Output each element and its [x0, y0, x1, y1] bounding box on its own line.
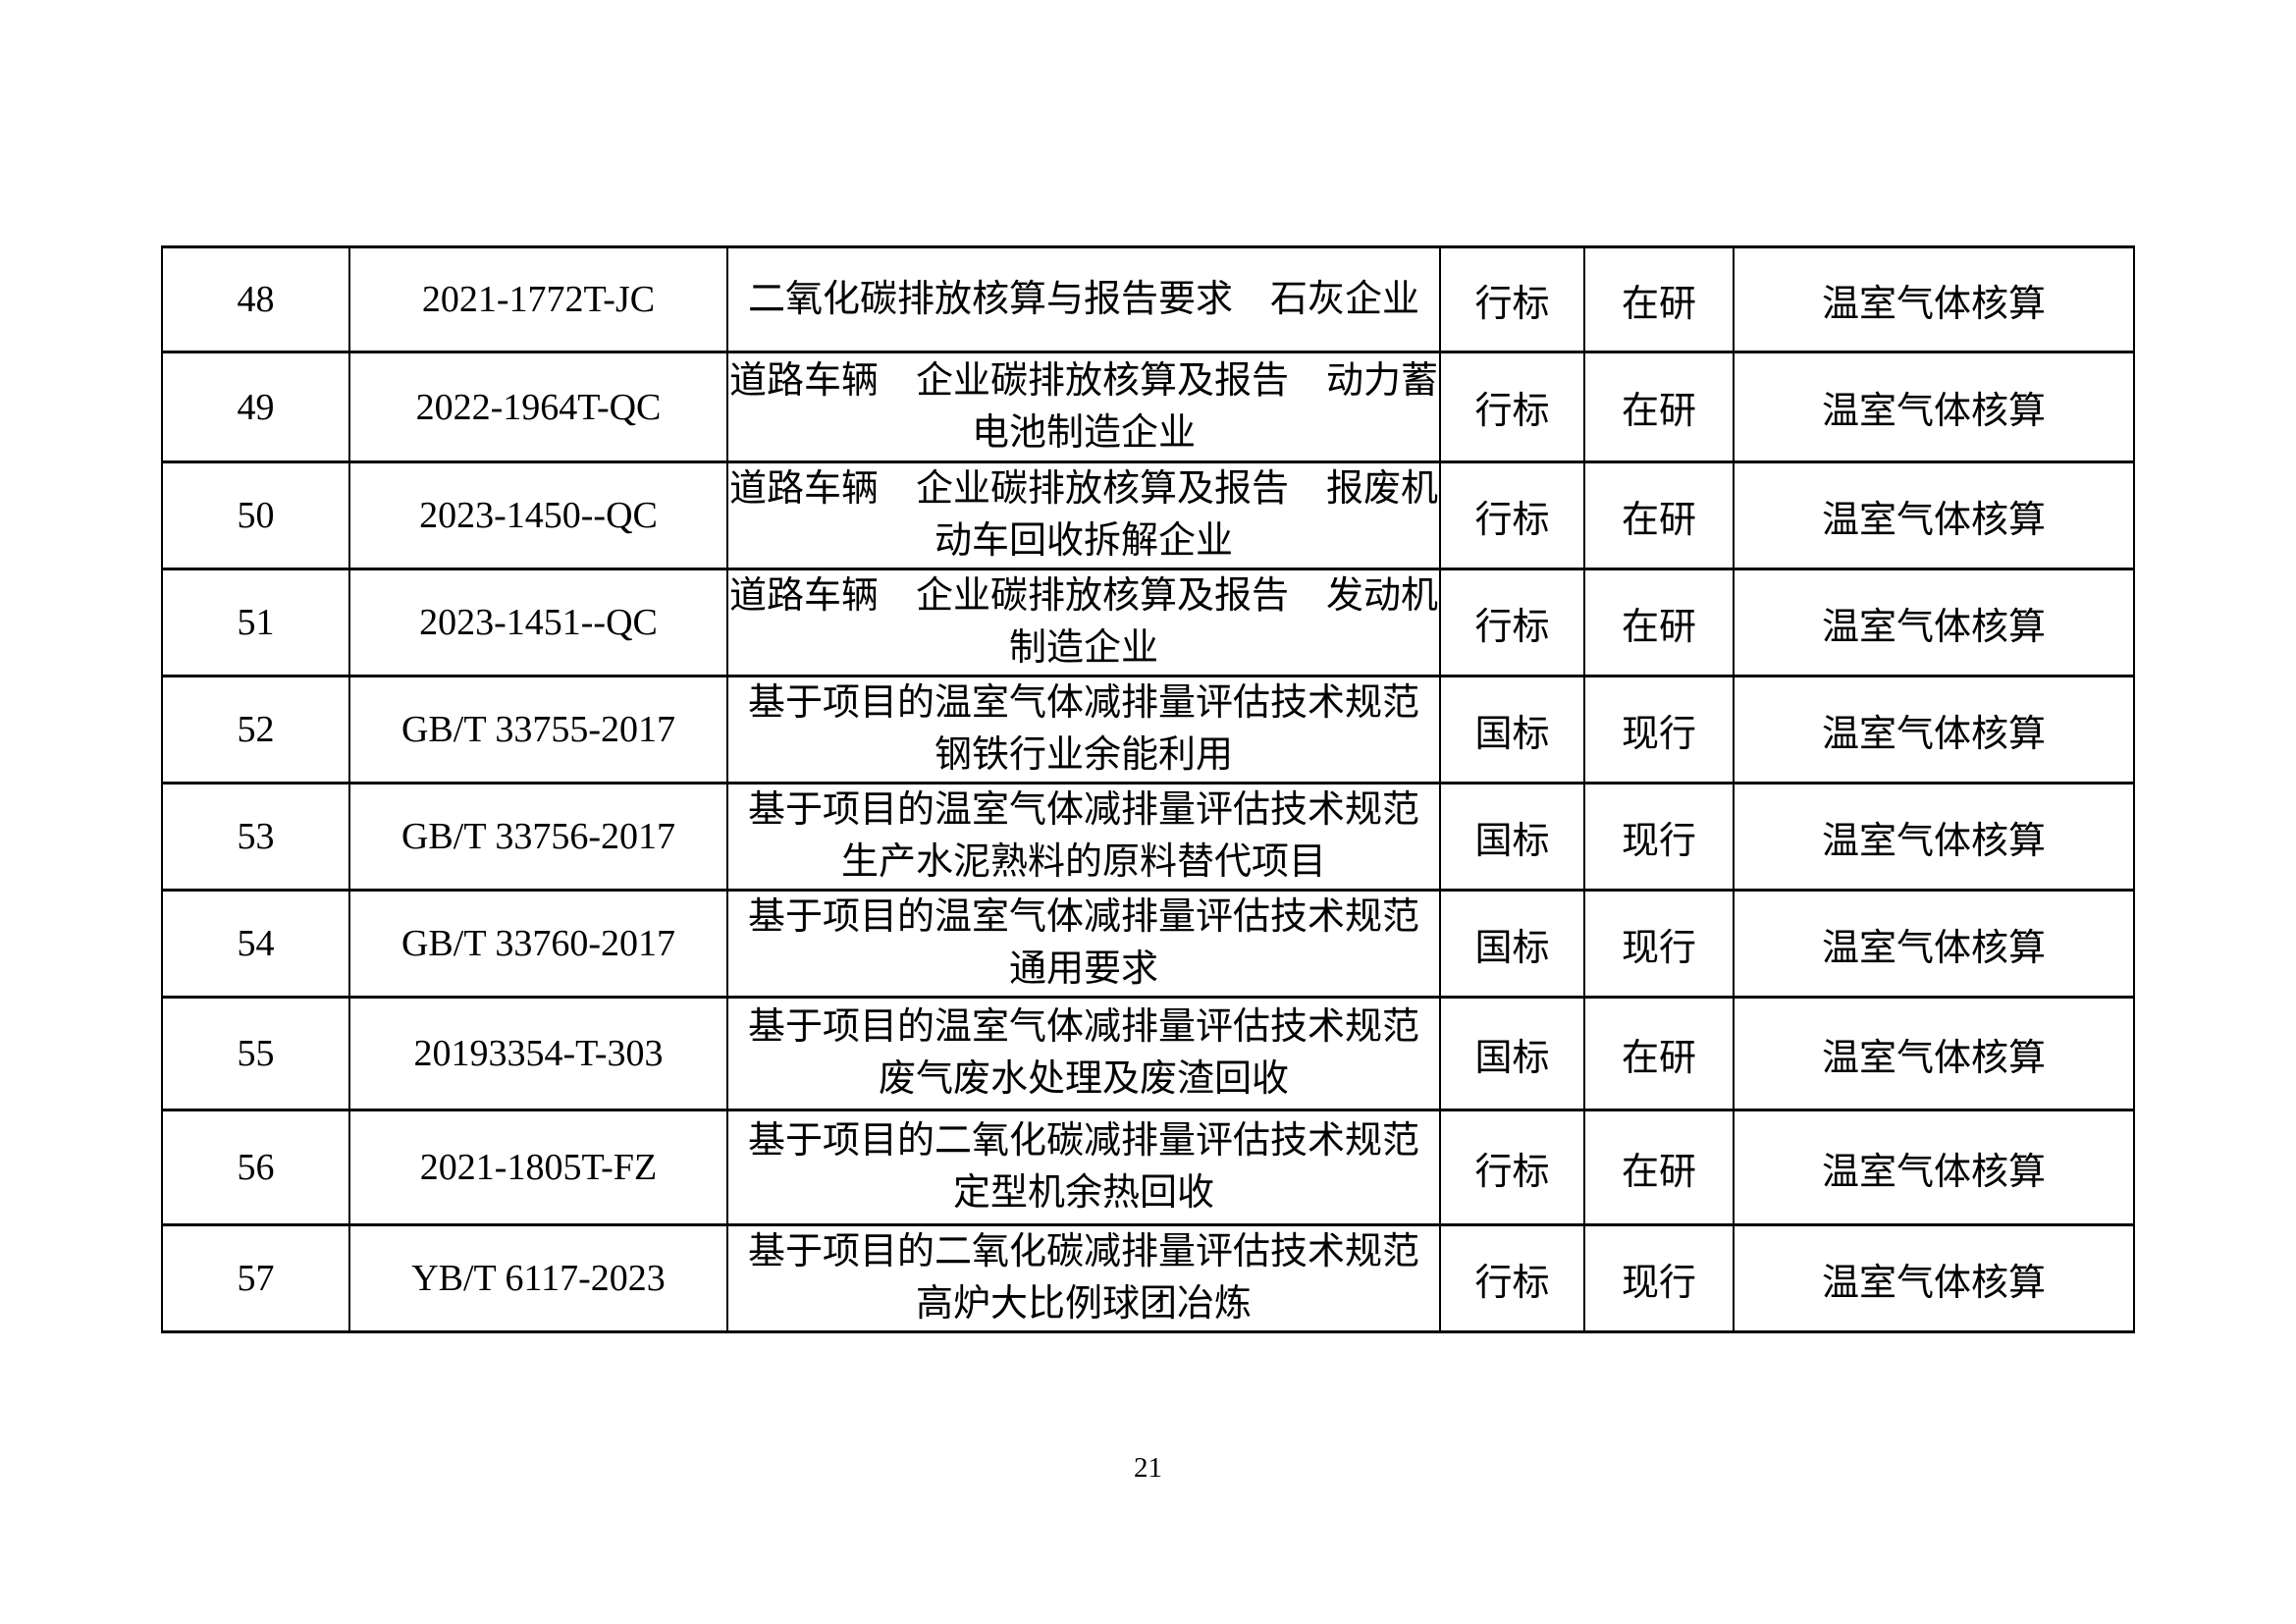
table-row: 49 2022-1964T-QC 道路车辆 企业碳排放核算及报告 动力蓄 电池制…: [161, 351, 2135, 463]
standard-type-cell: 国标: [1439, 782, 1585, 892]
page-number: 21: [1134, 1452, 1162, 1484]
status-cell: 在研: [1583, 568, 1735, 677]
row-number-cell: 53: [161, 782, 350, 892]
row-number-cell: 52: [161, 675, 350, 785]
standard-name-cell: 基于项目的温室气体减排量评估技术规范 生产水泥熟料的原料替代项目: [726, 782, 1441, 892]
row-number-cell: 54: [161, 889, 350, 999]
standard-name-line: 废气废水处理及废渣回收: [878, 1058, 1289, 1100]
row-number-cell: 56: [161, 1109, 350, 1226]
standard-name-line: 通用要求: [1008, 948, 1158, 990]
status-cell: 现行: [1583, 889, 1735, 999]
standard-type-cell: 行标: [1439, 245, 1585, 353]
standard-name-cell: 基于项目的温室气体减排量评估技术规范 钢铁行业余能利用: [726, 675, 1441, 785]
standard-name-line: 道路车辆 企业碳排放核算及报告 动力蓄: [728, 359, 1438, 402]
table-row: 51 2023-1451--QC 道路车辆 企业碳排放核算及报告 发动机 制造企…: [161, 568, 2135, 677]
standard-type-cell: 行标: [1439, 1109, 1585, 1226]
standard-name-line: 高炉大比例球团冶炼: [915, 1283, 1252, 1325]
standard-name-cell: 道路车辆 企业碳排放核算及报告 发动机 制造企业: [726, 568, 1441, 677]
category-cell: 温室气体核算: [1733, 996, 2135, 1111]
standard-name-line: 基于项目的二氧化碳减排量评估技术规范: [747, 1231, 1419, 1272]
status-cell: 在研: [1583, 351, 1735, 463]
row-number-cell: 50: [161, 460, 350, 570]
standard-code-cell: 2021-1805T-FZ: [348, 1109, 728, 1226]
standard-code-cell: 2023-1450--QC: [348, 460, 728, 570]
row-number-cell: 49: [161, 351, 350, 463]
standard-code-cell: 2022-1964T-QC: [348, 351, 728, 463]
category-cell: 温室气体核算: [1733, 351, 2135, 463]
category-cell: 温室气体核算: [1733, 889, 2135, 999]
category-cell: 温室气体核算: [1733, 1109, 2135, 1226]
status-cell: 在研: [1583, 1109, 1735, 1226]
standard-name-line: 动车回收拆解企业: [934, 520, 1233, 562]
standard-type-cell: 国标: [1439, 996, 1585, 1111]
status-cell: 现行: [1583, 782, 1735, 892]
standard-name-line: 道路车辆 企业碳排放核算及报告 发动机: [728, 575, 1438, 617]
standard-name-line: 钢铁行业余能利用: [934, 734, 1233, 776]
row-number-cell: 55: [161, 996, 350, 1111]
standard-name-line: 制造企业: [1008, 627, 1158, 669]
category-cell: 温室气体核算: [1733, 675, 2135, 785]
standard-code-cell: 2021-1772T-JC: [348, 245, 728, 353]
standard-code-cell: GB/T 33755-2017: [348, 675, 728, 785]
category-cell: 温室气体核算: [1733, 460, 2135, 570]
standard-name-cell: 基于项目的二氧化碳减排量评估技术规范 高炉大比例球团冶炼: [726, 1223, 1441, 1333]
category-cell: 温室气体核算: [1733, 782, 2135, 892]
standard-code-cell: 20193354-T-303: [348, 996, 728, 1111]
standard-type-cell: 行标: [1439, 568, 1585, 677]
row-number-cell: 48: [161, 245, 350, 353]
status-cell: 在研: [1583, 996, 1735, 1111]
standard-type-cell: 行标: [1439, 460, 1585, 570]
standard-name-cell: 道路车辆 企业碳排放核算及报告 报废机 动车回收拆解企业: [726, 460, 1441, 570]
standard-type-cell: 国标: [1439, 889, 1585, 999]
table-row: 53 GB/T 33756-2017 基于项目的温室气体减排量评估技术规范 生产…: [161, 782, 2135, 892]
table-row: 48 2021-1772T-JC 二氧化碳排放核算与报告要求 石灰企业 行标 在…: [161, 245, 2135, 353]
standard-name-cell: 基于项目的温室气体减排量评估技术规范 通用要求: [726, 889, 1441, 999]
status-cell: 现行: [1583, 1223, 1735, 1333]
table-row: 56 2021-1805T-FZ 基于项目的二氧化碳减排量评估技术规范 定型机余…: [161, 1109, 2135, 1226]
row-number-cell: 51: [161, 568, 350, 677]
standard-code-cell: GB/T 33760-2017: [348, 889, 728, 999]
standard-name-line: 基于项目的温室气体减排量评估技术规范: [747, 1006, 1419, 1048]
standard-name-cell: 二氧化碳排放核算与报告要求 石灰企业: [726, 245, 1441, 353]
status-cell: 在研: [1583, 460, 1735, 570]
table-row: 52 GB/T 33755-2017 基于项目的温室气体减排量评估技术规范 钢铁…: [161, 675, 2135, 785]
standard-name-cell: 基于项目的二氧化碳减排量评估技术规范 定型机余热回收: [726, 1109, 1441, 1226]
standard-name-line: 道路车辆 企业碳排放核算及报告 报废机: [728, 468, 1438, 510]
standard-type-cell: 行标: [1439, 351, 1585, 463]
table-row: 54 GB/T 33760-2017 基于项目的温室气体减排量评估技术规范 通用…: [161, 889, 2135, 999]
standard-type-cell: 行标: [1439, 1223, 1585, 1333]
row-number-cell: 57: [161, 1223, 350, 1333]
standard-code-cell: GB/T 33756-2017: [348, 782, 728, 892]
standard-name-line: 基于项目的温室气体减排量评估技术规范: [747, 789, 1419, 831]
standard-name-line: 基于项目的二氧化碳减排量评估技术规范: [747, 1120, 1419, 1162]
standard-name-line: 生产水泥熟料的原料替代项目: [840, 841, 1326, 883]
standard-name-line: 基于项目的温室气体减排量评估技术规范: [747, 682, 1419, 724]
standard-name-cell: 道路车辆 企业碳排放核算及报告 动力蓄 电池制造企业: [726, 351, 1441, 463]
table-row: 50 2023-1450--QC 道路车辆 企业碳排放核算及报告 报废机 动车回…: [161, 460, 2135, 570]
table-row: 57 YB/T 6117-2023 基于项目的二氧化碳减排量评估技术规范 高炉大…: [161, 1223, 2135, 1333]
category-cell: 温室气体核算: [1733, 1223, 2135, 1333]
standard-type-cell: 国标: [1439, 675, 1585, 785]
table-row: 55 20193354-T-303 基于项目的温室气体减排量评估技术规范 废气废…: [161, 996, 2135, 1111]
standard-code-cell: 2023-1451--QC: [348, 568, 728, 677]
standards-table: 48 2021-1772T-JC 二氧化碳排放核算与报告要求 石灰企业 行标 在…: [161, 245, 2135, 1333]
status-cell: 现行: [1583, 675, 1735, 785]
standard-name-line: 基于项目的温室气体减排量评估技术规范: [747, 896, 1419, 938]
category-cell: 温室气体核算: [1733, 568, 2135, 677]
status-cell: 在研: [1583, 245, 1735, 353]
standard-code-cell: YB/T 6117-2023: [348, 1223, 728, 1333]
standard-name-line: 定型机余热回收: [952, 1172, 1214, 1214]
standard-name-cell: 基于项目的温室气体减排量评估技术规范 废气废水处理及废渣回收: [726, 996, 1441, 1111]
category-cell: 温室气体核算: [1733, 245, 2135, 353]
standard-name-line: 电池制造企业: [971, 411, 1196, 454]
standard-name-line: 二氧化碳排放核算与报告要求 石灰企业: [747, 278, 1419, 320]
